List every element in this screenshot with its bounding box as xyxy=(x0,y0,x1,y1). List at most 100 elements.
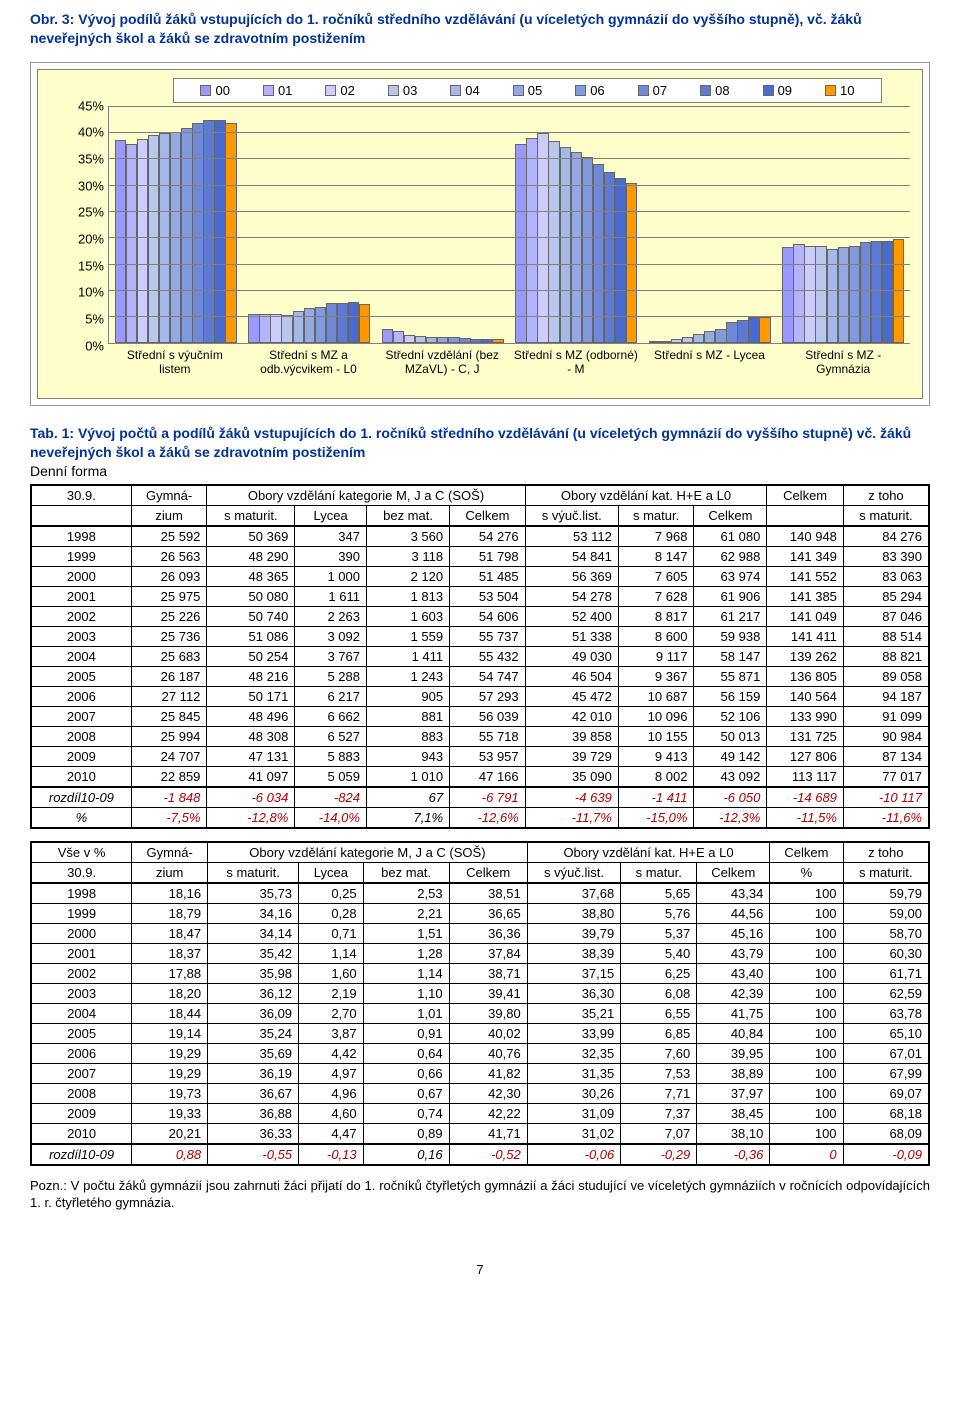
table-header-cell: z toho xyxy=(843,485,929,506)
table-cell: 48 308 xyxy=(207,727,295,747)
table-cell: 10 096 xyxy=(618,707,694,727)
table-row: 200125 97550 0801 6111 81353 50454 2787 … xyxy=(31,587,929,607)
table-cell: 347 xyxy=(295,526,367,547)
table-cell: 35,42 xyxy=(208,944,299,964)
table-cell: 2,19 xyxy=(299,984,364,1004)
y-axis-label: 15% xyxy=(66,258,104,273)
legend-swatch xyxy=(825,85,836,96)
table-cell: 51 798 xyxy=(450,547,526,567)
table-cell: 18,37 xyxy=(132,944,208,964)
bar xyxy=(304,308,315,342)
table-cell: 1998 xyxy=(31,526,131,547)
bar xyxy=(137,139,148,343)
table-header-cell: s matur. xyxy=(618,506,694,527)
page-number: 7 xyxy=(30,1262,930,1277)
table-cell: 20,21 xyxy=(132,1124,208,1145)
table-cell: 37,84 xyxy=(449,944,527,964)
table-header-cell: bez mat. xyxy=(363,863,449,884)
chart-plot-area: 0001020304050607080910 Střední s výučním… xyxy=(37,69,923,399)
table-cell: 36,12 xyxy=(208,984,299,1004)
table-cell: 50 013 xyxy=(694,727,767,747)
table-cell: rozdíl10-09 xyxy=(31,1144,132,1165)
table-cell: 7,53 xyxy=(621,1064,697,1084)
table-cell: 35,21 xyxy=(527,1004,621,1024)
table-cell: 133 990 xyxy=(767,707,844,727)
table-cell: 40,02 xyxy=(449,1024,527,1044)
table-cell: 6 217 xyxy=(295,687,367,707)
table-diff-row: rozdíl10-090,88-0,55-0,130,16-0,52-0,06-… xyxy=(31,1144,929,1165)
table-cell: 1 243 xyxy=(366,667,449,687)
bar xyxy=(682,337,693,343)
table-header-cell: s maturit. xyxy=(843,863,929,884)
legend-swatch xyxy=(638,85,649,96)
table-cell: 7,60 xyxy=(621,1044,697,1064)
table-cell: 2004 xyxy=(31,647,131,667)
table-cell: 881 xyxy=(366,707,449,727)
table-cell: 91 099 xyxy=(843,707,929,727)
table-cell: 100 xyxy=(770,1044,843,1064)
chart-bar-groups xyxy=(109,106,910,343)
bar xyxy=(838,247,849,343)
table-cell: -11,7% xyxy=(525,808,618,829)
legend-item: 06 xyxy=(575,83,604,98)
table-header-row: ziums maturit.Lyceabez mat.Celkems výuč.… xyxy=(31,506,929,527)
table-cell: 38,45 xyxy=(697,1104,770,1124)
table-cell: 39,79 xyxy=(527,924,621,944)
bar xyxy=(448,337,459,342)
table-cell: 1,28 xyxy=(363,944,449,964)
bar xyxy=(459,338,470,343)
table-cell: 5 288 xyxy=(295,667,367,687)
table-cell: 38,71 xyxy=(449,964,527,984)
table-cell: -4 639 xyxy=(525,787,618,808)
table-cell: 390 xyxy=(295,547,367,567)
table-header-cell: s maturit. xyxy=(843,506,929,527)
table-cell: -0,09 xyxy=(843,1144,929,1165)
table-header-cell: Celkem xyxy=(697,863,770,884)
bar xyxy=(470,339,481,342)
table-cell: 2009 xyxy=(31,747,131,767)
bar xyxy=(815,246,826,343)
bar xyxy=(225,123,236,343)
table-cell: 54 278 xyxy=(525,587,618,607)
table-cell: 40,84 xyxy=(697,1024,770,1044)
table-cell: 49 030 xyxy=(525,647,618,667)
table-cell: 19,29 xyxy=(132,1044,208,1064)
table-cell: 1 611 xyxy=(295,587,367,607)
table-cell: 88 514 xyxy=(843,627,929,647)
table-cell: 36,67 xyxy=(208,1084,299,1104)
bar xyxy=(393,331,404,343)
table-cell: 0,16 xyxy=(363,1144,449,1165)
table-cell: 39 729 xyxy=(525,747,618,767)
table-cell: -6 791 xyxy=(450,787,526,808)
legend-item: 01 xyxy=(263,83,292,98)
table-cell: 1,14 xyxy=(363,964,449,984)
table-cell: 7,1% xyxy=(366,808,449,829)
table-cell: 7 968 xyxy=(618,526,694,547)
table-cell: 52 400 xyxy=(525,607,618,627)
table-cell: 10 155 xyxy=(618,727,694,747)
table-cell: 2005 xyxy=(31,667,131,687)
table-cell: 52 106 xyxy=(694,707,767,727)
table-cell: 42,39 xyxy=(697,984,770,1004)
table-cell: 34,14 xyxy=(208,924,299,944)
table-header-cell: Celkem xyxy=(449,863,527,884)
y-axis-label: 10% xyxy=(66,285,104,300)
table-cell: 50 740 xyxy=(207,607,295,627)
table-cell: 19,73 xyxy=(132,1084,208,1104)
table-cell: 42,30 xyxy=(449,1084,527,1104)
bar-group xyxy=(643,106,777,343)
table-cell: 1999 xyxy=(31,547,131,567)
table-cell: 32,35 xyxy=(527,1044,621,1064)
bar xyxy=(571,152,582,343)
table-cell: 54 747 xyxy=(450,667,526,687)
table-cell: 35,98 xyxy=(208,964,299,984)
table-row: 200924 70747 1315 88394353 95739 7299 41… xyxy=(31,747,929,767)
table-cell: 8 817 xyxy=(618,607,694,627)
table-row: 200719,2936,194,970,6641,8231,357,5338,8… xyxy=(31,1064,929,1084)
table-cell: -0,55 xyxy=(208,1144,299,1165)
table-cell: 83 063 xyxy=(843,567,929,587)
table-cell: 140 564 xyxy=(767,687,844,707)
table-cell: 5,65 xyxy=(621,883,697,904)
x-axis-label: Střední s MZ (odborné) - M xyxy=(509,346,643,394)
table-cell: 58,70 xyxy=(843,924,929,944)
